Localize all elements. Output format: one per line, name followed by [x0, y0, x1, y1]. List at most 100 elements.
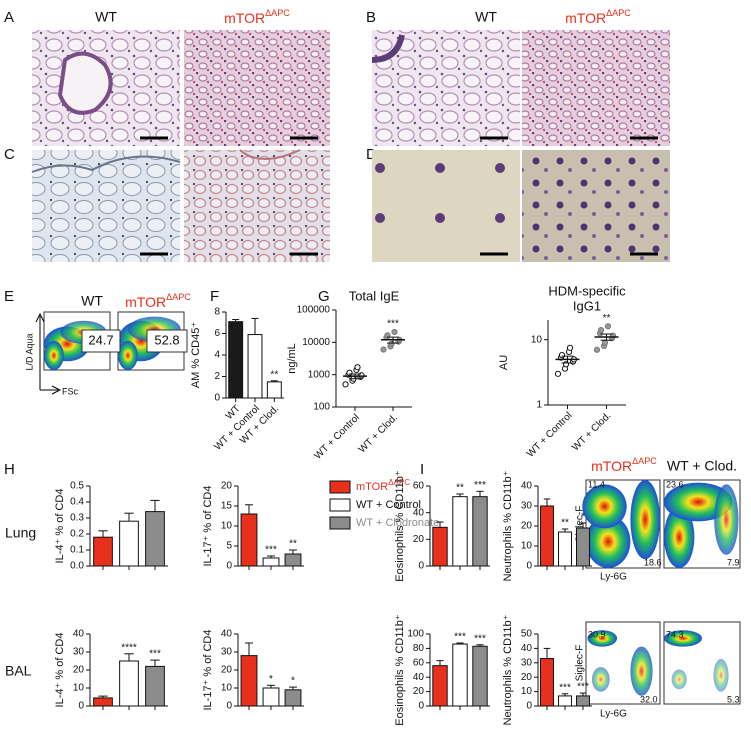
y-axis-label: AM % CD45⁺: [190, 322, 202, 389]
data-point: [566, 344, 574, 351]
y-tick-label: 5: [226, 541, 232, 552]
significance: ***: [149, 649, 161, 660]
data-point: [558, 352, 566, 359]
y-tick-label: 0.5: [70, 481, 84, 492]
significance: **: [289, 539, 297, 550]
y-tick-label: 10: [531, 334, 543, 345]
label-base: mTOR: [125, 294, 166, 310]
y-tick-label: 0: [226, 701, 232, 712]
y-tick-label: 20: [413, 534, 425, 545]
y-tick-label: 0.4: [70, 497, 84, 508]
density: [44, 341, 64, 370]
y-tick-label: 40: [221, 629, 233, 640]
bar: [93, 536, 113, 567]
y-tick-label: 60: [413, 481, 425, 492]
legend-swatch: [329, 498, 351, 512]
density: [713, 658, 729, 692]
y-axis-label: Eosinophils % CD11b⁺: [394, 614, 406, 726]
significance: *: [291, 676, 295, 687]
y-axis-label: Neutrophils % CD11b⁺: [502, 470, 514, 581]
y-tick-label: 0: [78, 701, 84, 712]
y-tick-label: 20: [221, 481, 233, 492]
y-tick-label: 10: [521, 541, 533, 552]
density: [630, 479, 660, 560]
data-point: [342, 381, 349, 388]
column-header: mTORΔAPC: [591, 457, 657, 474]
density: [714, 484, 739, 555]
data-point: [354, 364, 361, 371]
bar: [228, 321, 244, 399]
y-tick-label: 60: [413, 657, 425, 668]
significance: ***: [474, 633, 486, 644]
y-tick-label: 10: [521, 686, 533, 697]
chart-title: IgG1: [573, 298, 601, 313]
gate: [81, 329, 121, 353]
bar: [432, 526, 448, 567]
y-tick-label: 40: [413, 672, 425, 683]
significance: **: [603, 313, 611, 324]
density: [630, 646, 653, 696]
micrograph: [522, 150, 670, 262]
y-axis-label: IL-4⁺ % of CD4: [54, 633, 66, 708]
significance: *: [581, 512, 585, 523]
gate: [146, 329, 188, 353]
y-tick-label: 4: [214, 350, 220, 361]
density: [582, 484, 627, 529]
y-tick-label: 20: [521, 672, 533, 683]
y-axis-label: IL-17⁺ % of CD4: [202, 485, 214, 566]
data-point: [593, 346, 601, 353]
legend-label: mTORΔAPC: [356, 478, 410, 493]
y-axis-label: Neutrophils % CD11b⁺: [502, 614, 514, 725]
y-tick-label: 30: [221, 647, 233, 658]
bar: [576, 695, 590, 707]
y-tick-label: 40: [413, 507, 425, 518]
label-sup: ΔAPC: [606, 9, 631, 19]
micrograph: [184, 150, 330, 262]
label-sup: ΔAPC: [166, 293, 191, 303]
row-label: BAL: [5, 663, 32, 679]
bar: [432, 665, 448, 707]
significance: ***: [387, 319, 399, 330]
bronchiole: [371, 34, 405, 63]
y-tick-label: 10: [221, 683, 233, 694]
airway-wall: [31, 155, 181, 173]
y-tick-label: 20: [73, 665, 85, 676]
y-tick-label: 30: [521, 657, 533, 668]
data-point: [554, 370, 562, 377]
column-header: WT + Clod.: [667, 458, 737, 474]
gate-value: 23.6: [666, 479, 684, 489]
y-tick-label: 6: [214, 328, 220, 339]
data-point: [380, 346, 387, 353]
label-sup: ΔAPC: [265, 9, 290, 19]
significance: **: [561, 518, 569, 529]
y-tick-label: 0: [526, 561, 532, 572]
micrograph: [372, 150, 520, 262]
legend-swatch: [329, 516, 351, 530]
bar: [93, 697, 113, 707]
bar: [472, 645, 488, 707]
micrograph: [184, 30, 330, 146]
micrograph: [32, 150, 180, 262]
y-tick-label: 0: [214, 393, 220, 404]
chart-title: Total IgE: [349, 288, 400, 303]
y-tick-label: 10000: [302, 337, 330, 348]
significance: **: [270, 369, 278, 380]
bar: [240, 655, 258, 707]
panel-label: H: [4, 461, 15, 478]
gate-value: 74.3: [666, 629, 684, 639]
y-tick-label: 40: [521, 643, 533, 654]
panel-label: F: [210, 288, 219, 305]
legend-label: WT + Control: [356, 499, 421, 511]
x-tick-label: WT + Control: [525, 410, 574, 459]
bar: [247, 334, 263, 399]
column-header: WT: [475, 9, 497, 25]
y-tick-label: 100: [313, 402, 330, 413]
micrograph: [522, 30, 670, 146]
bar: [472, 496, 488, 567]
x-axis-label: FSc: [62, 386, 79, 396]
y-tick-label: 0: [418, 561, 424, 572]
panel-label: G: [318, 288, 330, 305]
x-tick-label: WT + Clod.: [570, 410, 613, 453]
y-axis-label: Siglec-F: [575, 506, 586, 543]
